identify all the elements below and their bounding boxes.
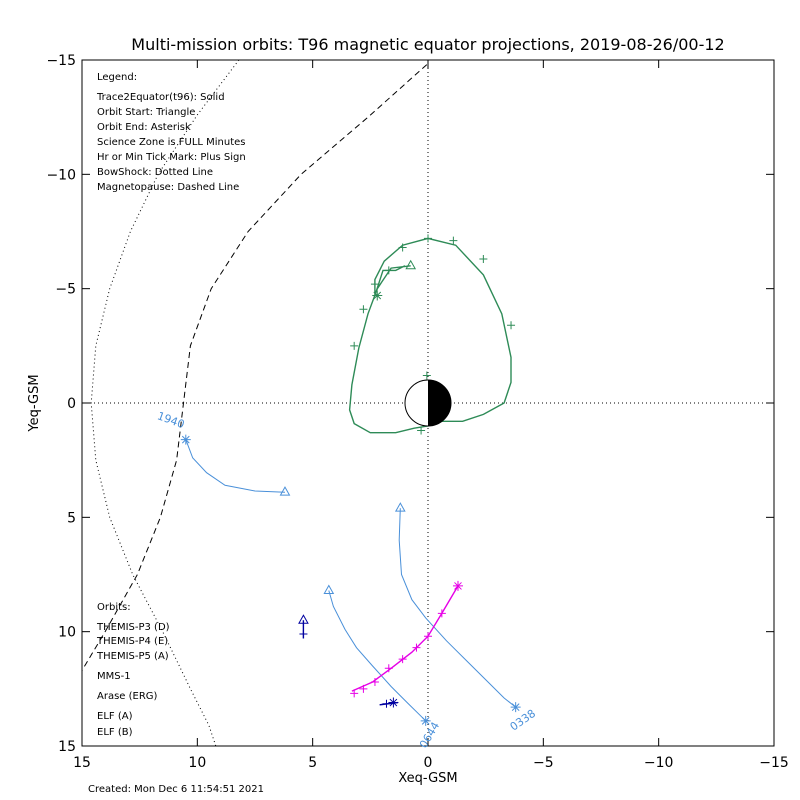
x-tick-label: −5	[533, 755, 554, 771]
themis_p4-end-asterisk	[388, 697, 399, 708]
orbit-legend-item: THEMIS-P5 (A)	[96, 651, 169, 662]
themis_p5-tick-mark	[437, 609, 446, 618]
y-tick-label: −10	[46, 167, 76, 183]
legend-line: BowShock: Dotted Line	[97, 167, 213, 178]
orbit-legend: Orbits: THEMIS-P3 (D) THEMIS-P4 (E) THEM…	[96, 602, 170, 738]
y-tick-label: 0	[67, 396, 76, 412]
orbit-legend-item: THEMIS-P4 (E)	[96, 636, 168, 647]
themis_p5-end-asterisk	[452, 580, 463, 591]
themis_p4-start-triangle	[298, 614, 309, 624]
arase-curve	[348, 237, 512, 434]
elf_south-end-asterisk	[420, 715, 431, 726]
elf_north-start-triangle	[279, 486, 291, 496]
arase-tick-mark	[398, 243, 407, 252]
themis_p5-curve	[351, 585, 459, 692]
legend-line: Trace2Equator(t96): Solid	[96, 92, 225, 103]
themis_p5-tick-mark	[359, 684, 368, 693]
themis_p5-tick-mark	[398, 655, 407, 664]
y-tick-label: −15	[46, 53, 76, 69]
arase-tick-mark	[422, 371, 431, 380]
orbit-legend-item: THEMIS-P3 (D)	[96, 622, 170, 633]
elf_south-start-triangle	[323, 584, 335, 595]
y-axis-label: Yeq-GSM	[27, 374, 42, 432]
arase-tick-mark	[417, 426, 426, 435]
arase-tick-mark	[350, 341, 359, 350]
x-tick-label: 10	[188, 755, 206, 771]
elf_south-curve	[328, 590, 427, 722]
legend-line: Orbit End: Asterisk	[97, 122, 191, 133]
y-tick-label: 15	[58, 739, 76, 755]
arase-tick-mark	[507, 321, 516, 330]
elf_mid-end-asterisk	[510, 702, 521, 713]
arase-end-asterisk	[372, 290, 383, 301]
arase-tick-mark	[359, 305, 368, 314]
legend-line: Science Zone is FULL Minutes	[97, 137, 246, 148]
arase-tick-mark	[384, 266, 393, 275]
themis_p5-tick-mark	[424, 632, 432, 641]
legend-title: Legend:	[97, 72, 137, 83]
x-tick-label: 5	[308, 755, 317, 771]
y-tick-label: 5	[67, 510, 76, 526]
arase-tick-mark	[370, 280, 379, 289]
legend-line: Orbit Start: Triangle	[97, 107, 195, 118]
elf_mid-start-triangle	[394, 502, 406, 512]
elf_north-curve	[185, 439, 286, 493]
magnetopause-curve	[81, 64, 428, 671]
earth	[404, 379, 452, 427]
themis_p4-tick-mark	[299, 629, 308, 638]
themis_p5-tick-mark	[370, 677, 379, 686]
y-tick-label: 10	[58, 625, 76, 641]
orbit-legend-item: MMS-1	[97, 671, 131, 682]
elf_north-end-asterisk	[180, 434, 191, 445]
orbit-legend-item: ELF (A)	[97, 711, 133, 722]
axes: 15 10 5 0 −5 −10 −15 −15 −10 −5 0 5 10 15	[46, 53, 788, 771]
earth-nightside	[428, 380, 451, 426]
x-tick-label: −15	[759, 755, 789, 771]
legend-line: Magnetopause: Dashed Line	[97, 182, 239, 193]
arase-start-triangle	[405, 259, 417, 270]
themis_p4-tick-mark	[382, 699, 391, 708]
y-tick-label: −5	[55, 282, 76, 298]
themis_p5-tick-mark	[412, 643, 421, 652]
x-tick-label: −10	[644, 755, 674, 771]
themis_p5-tick-mark	[384, 664, 393, 673]
themis_p5-tick-mark	[350, 689, 359, 698]
chart-title: Multi-mission orbits: T96 magnetic equat…	[131, 35, 724, 54]
orbits-title: Orbits:	[97, 602, 131, 613]
legend-box: Legend: Trace2Equator(t96): Solid Orbit …	[96, 72, 246, 193]
elf_north-time-label: 1940	[155, 409, 186, 431]
x-tick-label: 15	[73, 755, 91, 771]
created-timestamp: Created: Mon Dec 6 11:54:51 2021	[88, 784, 264, 795]
orbit-legend-item: ELF (B)	[97, 727, 133, 738]
arase-tick-mark	[449, 236, 458, 245]
arase-tick-mark	[479, 254, 488, 263]
elf_mid-time-label: 0338	[508, 707, 538, 734]
x-tick-label: 0	[424, 755, 433, 771]
elf_mid-curve	[398, 508, 517, 708]
arase-tick-mark	[424, 234, 432, 243]
x-axis-label: Xeq-GSM	[398, 771, 457, 786]
orbit-legend-item: Arase (ERG)	[97, 691, 158, 702]
legend-line: Hr or Min Tick Mark: Plus Sign	[97, 152, 246, 163]
